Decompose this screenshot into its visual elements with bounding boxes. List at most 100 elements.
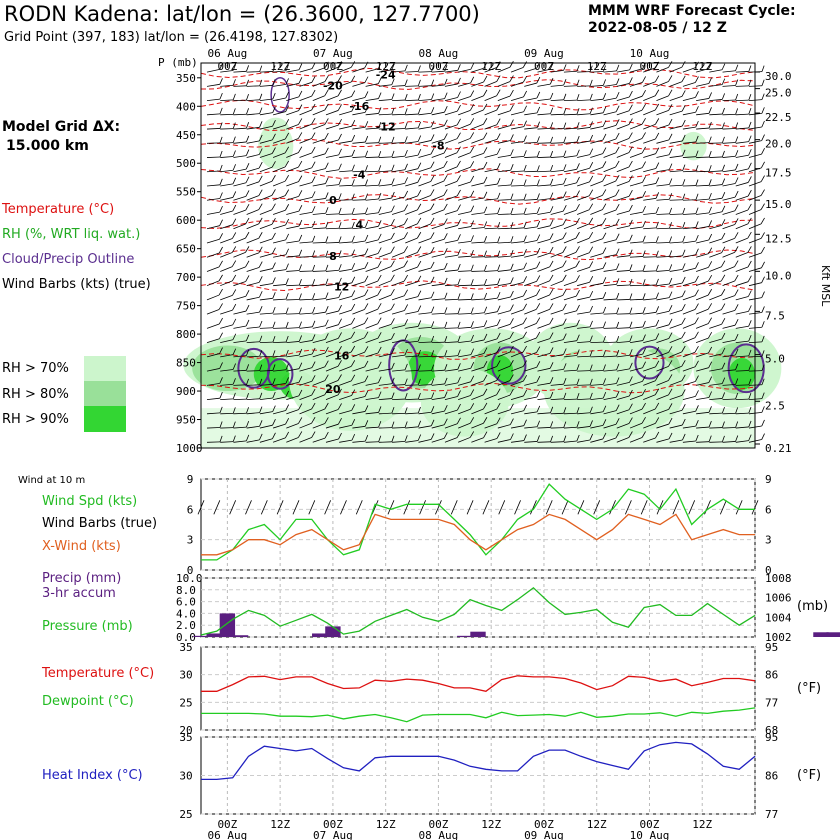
wind-barb — [259, 424, 273, 429]
wind-barb — [233, 196, 246, 201]
wind-barb — [312, 124, 326, 130]
wind-barb — [471, 380, 484, 386]
wind-barb-flag — [641, 416, 646, 424]
wind-barb — [246, 425, 260, 429]
wind-barb — [656, 213, 670, 215]
wind-barb-flag — [523, 419, 527, 426]
wind-barb-flag — [324, 388, 329, 395]
wind-barb-flag — [602, 419, 607, 426]
wind-barb — [577, 412, 591, 415]
wind-barb — [616, 110, 630, 116]
wind-barb-flag — [655, 319, 660, 327]
wind-barb — [497, 169, 511, 173]
wind-barb — [431, 437, 445, 443]
wind-barb — [325, 124, 339, 130]
wind-barb-flag — [259, 406, 263, 413]
wind-barb-flag — [443, 174, 448, 182]
wind-barb-flag — [708, 62, 713, 69]
wind-barb — [550, 224, 564, 230]
wind-barb-flag — [496, 162, 501, 170]
wind-barb — [471, 408, 484, 415]
precip-ytick-label: 2.0 — [176, 619, 196, 632]
wind-barb-flag — [668, 346, 673, 353]
wind-barb-flag — [694, 331, 699, 338]
wind-barb-flag — [298, 403, 303, 410]
wind-barb-flag — [246, 79, 249, 86]
wind-barb-flag — [629, 63, 633, 71]
wind-barb — [220, 183, 234, 187]
wind-barb — [405, 154, 419, 158]
wind-barb-flag — [681, 119, 686, 127]
wind-barb-flag — [484, 264, 487, 272]
wind-barb-flag — [325, 306, 329, 313]
wind-barb — [682, 240, 696, 244]
wind-barb — [273, 396, 286, 400]
time-day-label-top: 06 Aug — [208, 47, 248, 60]
wind-barb-flag — [496, 75, 501, 82]
wind-barb-flag — [456, 175, 461, 182]
wind-barb — [220, 369, 234, 372]
wind-barb — [431, 180, 444, 187]
wind-barb-flag — [523, 207, 527, 215]
wind-barb-flag — [642, 320, 646, 328]
wind-barb-flag — [231, 260, 237, 267]
wind-barb — [458, 270, 472, 272]
wind-barb — [497, 310, 511, 315]
wind-barb-flag — [735, 378, 739, 385]
wind-barb — [365, 337, 379, 344]
wind-barb — [286, 341, 300, 344]
wind-barb-flag — [708, 346, 713, 354]
wind-barb-flag — [351, 221, 355, 229]
wind-barb — [273, 70, 287, 73]
wind-barb-flag — [694, 275, 699, 283]
wind-barb-flag — [338, 133, 342, 141]
wind-barb — [299, 226, 313, 230]
wind-barb — [511, 170, 525, 173]
wind-barb — [312, 338, 326, 344]
wind-barb-flag — [496, 118, 501, 125]
wind-barb — [352, 351, 365, 358]
wind-barb — [458, 109, 471, 116]
wind-barb — [577, 355, 591, 358]
wind-barb — [709, 398, 723, 400]
wind-barb-flag — [536, 261, 541, 268]
wind-barb — [259, 153, 273, 158]
wind-barb — [378, 84, 392, 87]
wind-barb — [696, 212, 710, 215]
wind-barb — [656, 365, 669, 372]
wind-barb-flag — [655, 250, 659, 257]
wind-barb — [616, 368, 630, 372]
temperature-contour-label: -20 — [323, 80, 343, 93]
wind-barb — [418, 267, 432, 272]
wind-barb-flag — [484, 250, 487, 257]
wind-barb-flag — [562, 204, 567, 212]
wind-barb — [471, 422, 484, 429]
wind-barb — [352, 254, 366, 258]
wind-barb — [312, 227, 326, 230]
precip-bar — [312, 633, 328, 637]
wind-barb — [259, 370, 273, 372]
wind-barb-flag — [655, 306, 660, 313]
wind-barb-flag — [259, 392, 263, 399]
wind-barb — [524, 323, 537, 329]
wind-barb — [339, 255, 353, 258]
wind-barb — [299, 408, 312, 415]
wind-barb-flag — [655, 346, 660, 354]
wind-barb — [629, 367, 643, 372]
wind-barb-flag — [325, 236, 329, 243]
wind-barb-flag — [602, 432, 607, 440]
wind-barb-flag — [364, 331, 369, 339]
wind-barb — [550, 156, 564, 158]
wind-barb-flag — [616, 64, 620, 72]
wind-barb-flag — [589, 420, 593, 427]
wind-barb-flag — [509, 61, 514, 68]
wind-barb-flag — [721, 107, 725, 115]
wind-barb — [696, 239, 709, 244]
wind-barb — [286, 354, 300, 358]
wind-barb-flag — [430, 246, 435, 254]
wind-barb-flag — [245, 319, 250, 327]
wind-barb-flag — [522, 360, 527, 367]
wind-barb — [259, 180, 273, 187]
wind-barb — [696, 198, 710, 201]
